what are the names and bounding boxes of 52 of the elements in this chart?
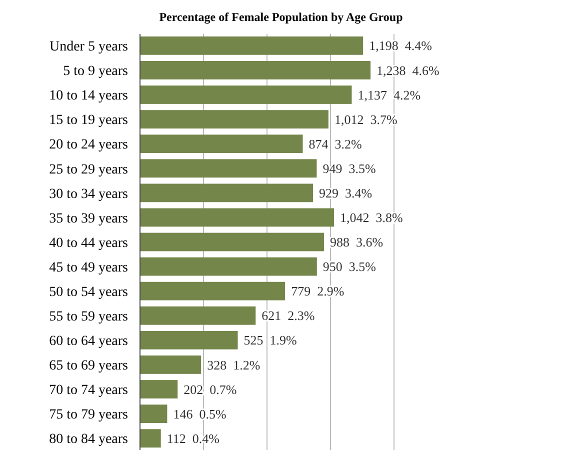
bar xyxy=(140,36,364,55)
data-label: 328 1.2% xyxy=(207,357,260,372)
bar xyxy=(140,110,328,128)
y-tick-label: 15 to 19 years xyxy=(49,113,128,128)
bar xyxy=(140,232,324,252)
y-tick-label: 10 to 14 years xyxy=(49,88,128,104)
data-label: 949 3.5% xyxy=(322,160,376,176)
data-label: 146 0.5% xyxy=(173,406,226,422)
data-label: 112 0.4% xyxy=(166,430,220,446)
bar xyxy=(140,429,161,448)
y-tick-label: 70 to 74 years xyxy=(49,383,128,398)
y-tick-label: 45 to 49 years xyxy=(49,260,128,276)
bar xyxy=(140,380,178,398)
data-label: 779 2.9% xyxy=(291,284,344,299)
y-tick-label: 5 to 9 years xyxy=(63,64,128,80)
bar xyxy=(140,282,286,300)
data-label: 202 0.7% xyxy=(184,382,237,397)
y-tick-label: 30 to 34 years xyxy=(49,186,128,202)
data-label: 874 3.2% xyxy=(308,136,362,152)
bar xyxy=(140,330,238,350)
y-tick-label: 65 to 69 years xyxy=(49,358,128,374)
y-tick-label: 50 to 54 years xyxy=(49,284,128,300)
bar xyxy=(140,208,334,227)
y-tick-label: Under 5 years xyxy=(49,40,128,55)
data-label: 950 3.5% xyxy=(322,259,376,274)
bar xyxy=(140,306,256,325)
data-label: 621 2.3% xyxy=(262,308,315,324)
y-tick-label: 60 to 64 years xyxy=(49,334,128,350)
data-label: 988 3.6% xyxy=(330,234,384,250)
data-label: 1,198 4.4% xyxy=(369,38,432,54)
y-tick-label: 55 to 59 years xyxy=(49,310,128,325)
y-tick-label: 25 to 29 years xyxy=(49,162,128,178)
bar xyxy=(140,404,168,424)
bar xyxy=(140,159,317,178)
bar xyxy=(140,60,371,80)
data-label: 929 3.4% xyxy=(318,185,372,200)
y-tick-label: 40 to 44 years xyxy=(49,236,128,251)
y-tick-label: 35 to 39 years xyxy=(49,211,128,226)
bar xyxy=(140,86,352,104)
data-label: 1,012 3.7% xyxy=(334,112,398,127)
y-tick-label: 75 to 79 years xyxy=(49,408,128,423)
y-tick-label: 80 to 84 years xyxy=(49,432,128,448)
bar xyxy=(140,184,313,202)
data-label: 525 1.9% xyxy=(244,332,298,348)
data-label: 1,137 4.2% xyxy=(358,87,421,102)
y-tick-label: 20 to 24 years xyxy=(49,138,128,153)
chart-title: Percentage of Female Population by Age Group xyxy=(159,10,404,24)
bar xyxy=(140,257,317,276)
data-label: 1,042 3.8% xyxy=(340,210,404,226)
bar xyxy=(140,356,202,374)
bar xyxy=(140,134,303,154)
data-label: 1,238 4.6% xyxy=(376,62,440,78)
